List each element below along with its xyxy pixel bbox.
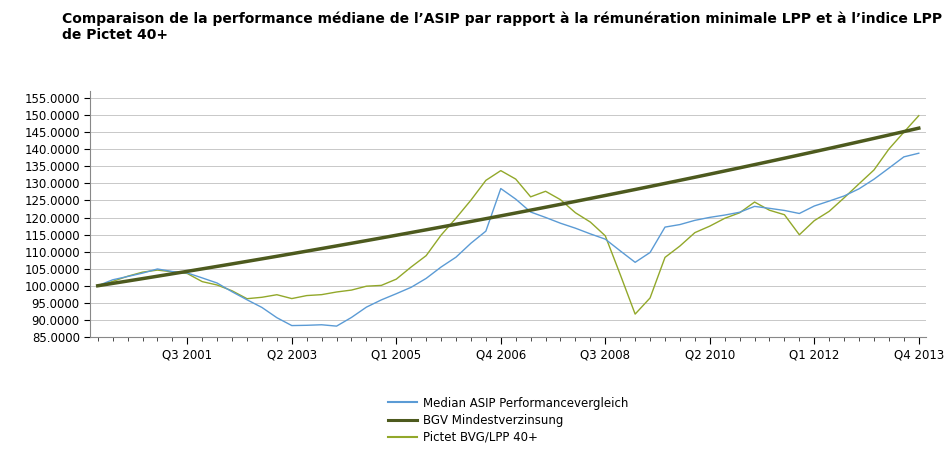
Legend: Median ASIP Performancevergleich, BGV Mindestverzinsung, Pictet BVG/LPP 40+: Median ASIP Performancevergleich, BGV Mi…: [383, 392, 634, 449]
Text: Comparaison de la performance médiane de l’ASIP par rapport à la rémunération mi: Comparaison de la performance médiane de…: [62, 12, 941, 43]
